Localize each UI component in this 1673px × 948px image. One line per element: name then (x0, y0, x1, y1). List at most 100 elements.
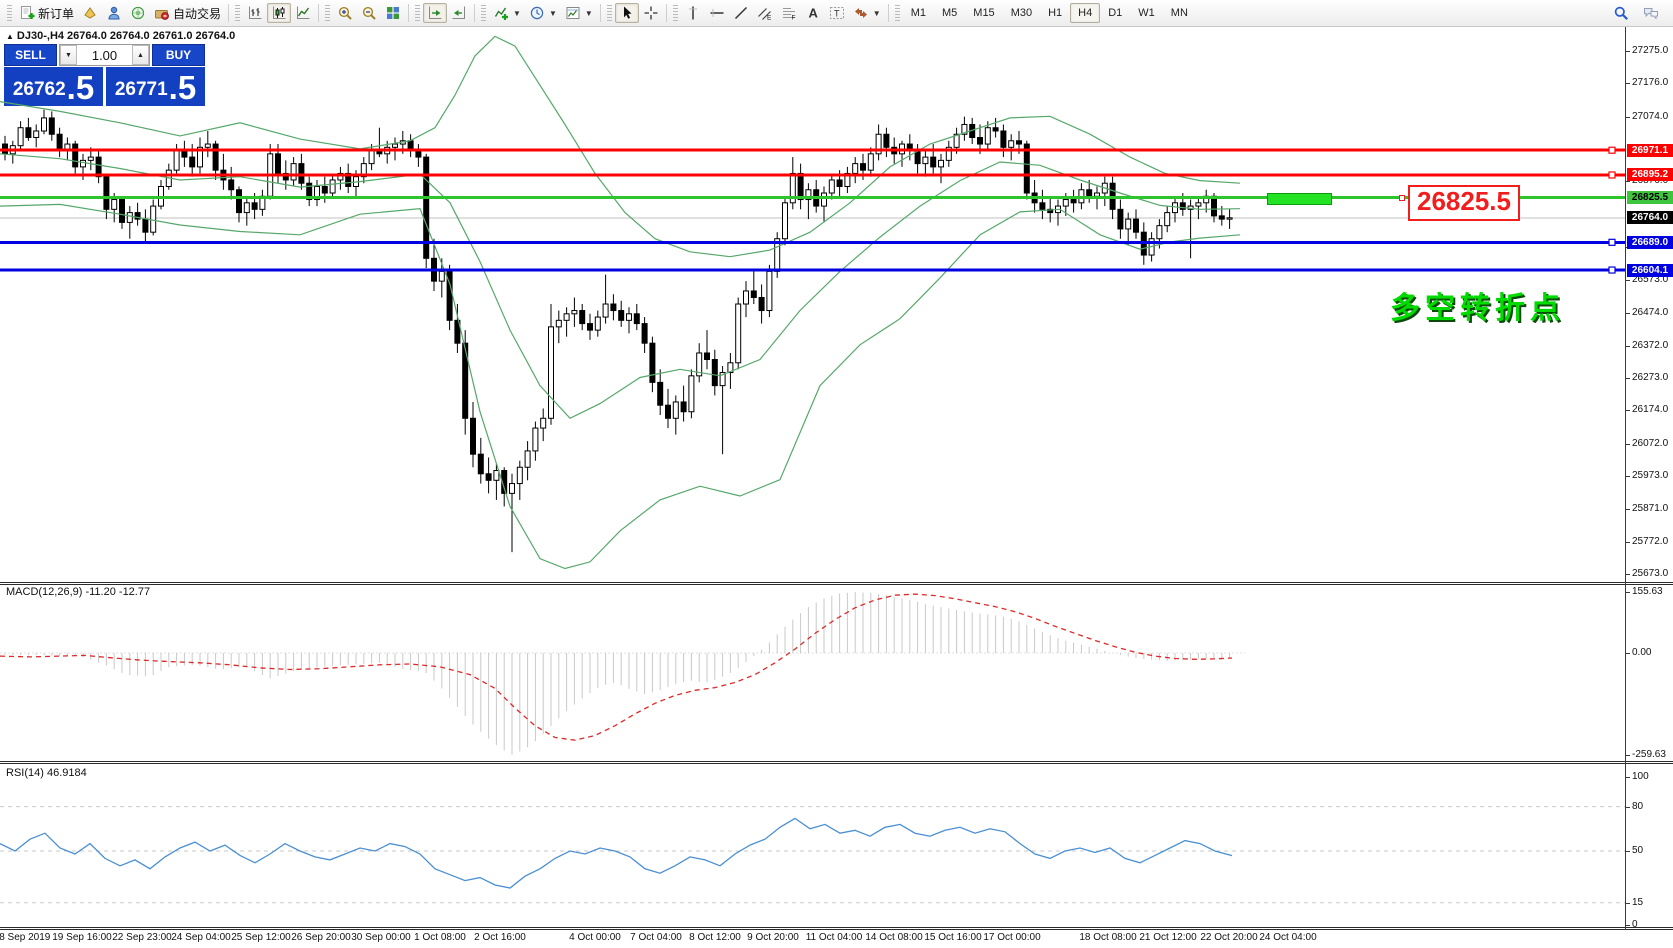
toolbar-grip[interactable] (606, 5, 612, 21)
crosshair-icon (643, 5, 659, 21)
auto-scroll-button[interactable] (423, 3, 448, 23)
toolbar-grip[interactable] (325, 5, 331, 21)
zoomout-icon (361, 5, 377, 21)
templates-button[interactable]: ▼ (561, 3, 597, 23)
arrow-objects-button[interactable]: ▼ (849, 3, 885, 23)
hline-endpoint-marker[interactable] (1608, 146, 1616, 154)
rsi-plot[interactable] (0, 765, 1625, 927)
callout-anchor-marker[interactable] (1399, 195, 1405, 201)
chevron-down-icon[interactable]: ▼ (513, 8, 521, 18)
vertical-line-button[interactable] (681, 3, 705, 23)
crosshair-button[interactable] (639, 3, 663, 23)
text-button[interactable]: A (801, 3, 825, 23)
toolbar-grip[interactable] (894, 5, 900, 21)
chart-shift-button[interactable] (447, 3, 471, 23)
chat-button[interactable] (1639, 3, 1663, 23)
bollinger-upper-band[interactable] (0, 35, 1241, 258)
macd-plot[interactable] (0, 585, 1625, 761)
zoom-in-button[interactable] (333, 3, 357, 23)
price-tick-mark (1625, 541, 1630, 543)
chart-collapse-icon[interactable]: ▲ (6, 32, 14, 41)
volume-decrease-button[interactable]: ▼ (60, 45, 77, 65)
candle-body (524, 450, 531, 468)
sell-price[interactable]: 26762 .5 (4, 67, 103, 106)
time-axis-label: 30 Sep 00:00 (351, 932, 411, 943)
candlestick-chart-button[interactable] (267, 3, 292, 23)
market-watch-button[interactable] (126, 3, 150, 23)
navigator-button[interactable] (102, 3, 126, 23)
line-chart-button[interactable] (291, 3, 315, 23)
toolbar-grip[interactable] (481, 5, 487, 21)
fibonacci-button[interactable]: F (777, 3, 801, 23)
tile-windows-button[interactable] (381, 3, 405, 23)
timeframe-m15-button[interactable]: M15 (973, 7, 995, 19)
pane-divider-timeaxis[interactable] (0, 927, 1673, 930)
search-button[interactable] (1609, 3, 1633, 23)
chevron-down-icon[interactable]: ▼ (548, 8, 557, 18)
time-axis-label: 22 Sep 23:00 (112, 932, 172, 943)
candle-body (750, 290, 757, 298)
highlight-rectangle-object[interactable] (1267, 193, 1332, 205)
new-order-button[interactable]: 新订单 (15, 3, 78, 23)
zoom-out-button[interactable] (357, 3, 381, 23)
candle-body (204, 143, 211, 148)
candle-body (423, 156, 430, 259)
time-axis-label: 25 Sep 12:00 (231, 932, 291, 943)
macd-tick-label: 155.63 (1632, 585, 1663, 597)
price-tick-mark (1625, 116, 1630, 118)
trendline-button[interactable] (729, 3, 753, 23)
timeframe-mn-button[interactable]: MN (1170, 7, 1188, 19)
profile-icon (82, 5, 98, 21)
barchart-icon (247, 5, 263, 21)
cursor-icon (619, 5, 635, 21)
text-label-button[interactable]: T (825, 3, 849, 23)
timeframe-h4-button[interactable]: H4 (1070, 3, 1101, 23)
timeframe-m1-button[interactable]: M1 (910, 7, 926, 19)
indicators-button[interactable]: ▼ (489, 3, 525, 23)
chevron-down-icon[interactable]: ▼ (872, 8, 881, 18)
candle-body (727, 362, 734, 374)
volume-increase-button[interactable]: ▲ (132, 45, 149, 65)
candle-body (672, 401, 679, 419)
cursor-button[interactable] (614, 3, 639, 23)
toolbar-grip[interactable] (235, 5, 241, 21)
chevron-down-icon[interactable]: ▼ (584, 8, 593, 18)
profile-button[interactable] (78, 3, 102, 23)
volume-input[interactable]: 1.00 (91, 47, 118, 63)
timeframe-m30-button[interactable]: M30 (1010, 7, 1033, 19)
hline-endpoint-marker[interactable] (1608, 238, 1616, 246)
bollinger-middle-band[interactable] (0, 153, 1241, 420)
equidistant-channel-button[interactable]: E (753, 3, 777, 23)
candle-body (477, 453, 484, 475)
timeframe-h1-button[interactable]: H1 (1048, 7, 1063, 19)
buy-price[interactable]: 26771 .5 (106, 67, 205, 106)
candle-body (1164, 212, 1171, 227)
timeframe-w1-button[interactable]: W1 (1138, 7, 1155, 19)
pane-divider-rsi[interactable] (0, 761, 1673, 764)
toolbar-separator (228, 4, 230, 22)
candle-body (360, 163, 367, 178)
toolbar-grip[interactable] (672, 5, 678, 21)
timeframe-d1-button[interactable]: D1 (1108, 7, 1123, 19)
toolbar-grip[interactable] (415, 5, 421, 21)
buy-button[interactable]: BUY (152, 44, 205, 66)
horizontal-line-button[interactable] (705, 3, 729, 23)
turning-point-text-object[interactable]: 多空转折点 (1390, 292, 1565, 325)
timeframe-m5-button[interactable]: M5 (942, 7, 958, 19)
main-chart-plot[interactable] (0, 28, 1625, 582)
price-callout-label[interactable]: 26825.5 (1408, 185, 1520, 221)
toolbar-grip[interactable] (7, 5, 12, 21)
periods-button[interactable]: ▼ (525, 3, 561, 23)
bar-chart-button[interactable] (243, 3, 267, 23)
candle-body (883, 133, 890, 148)
candle-body (633, 313, 640, 325)
sell-button[interactable]: SELL (4, 44, 57, 66)
time-axis-label: 22 Oct 20:00 (1200, 932, 1258, 943)
candle-body (189, 156, 196, 168)
auto-trading-button[interactable]: 自动交易 (150, 3, 225, 23)
hline-endpoint-marker[interactable] (1608, 171, 1616, 179)
pane-divider-macd[interactable] (0, 582, 1673, 585)
hline-endpoint-marker[interactable] (1608, 266, 1616, 274)
bollinger-lower-band[interactable] (0, 203, 1241, 570)
price-badge-26604.1: 26604.1 (1627, 263, 1673, 277)
